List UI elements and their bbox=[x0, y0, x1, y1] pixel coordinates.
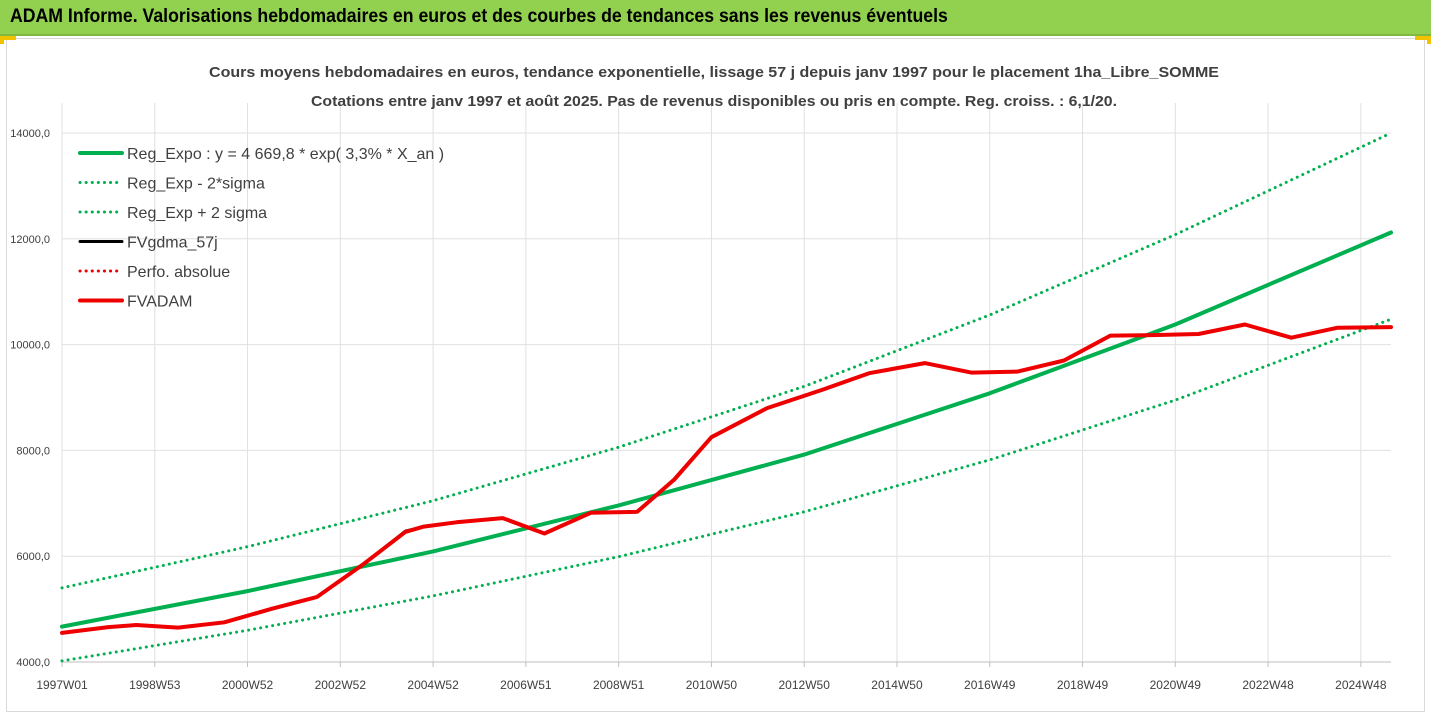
x-tick-label: 2000W52 bbox=[222, 678, 274, 692]
x-tick-label: 2010W50 bbox=[686, 678, 738, 692]
legend-label-3: FVgdma_57j bbox=[127, 235, 218, 252]
header-bar: ADAM Informe. Valorisations hebdomadaire… bbox=[0, 0, 1431, 36]
series-line-2 bbox=[60, 131, 1393, 590]
chart-title: Cours moyens hebdomadaires en euros, ten… bbox=[209, 64, 1219, 110]
chart-legend: Reg_Expo : y = 4 669,8 * exp( 3,3% * X_a… bbox=[78, 146, 444, 311]
legend-label-5: FVADAM bbox=[127, 294, 192, 311]
header-title: ADAM Informe. Valorisations hebdomadaire… bbox=[10, 6, 948, 27]
x-tick-label: 1998W53 bbox=[129, 678, 181, 692]
x-tick-label: 2016W49 bbox=[964, 678, 1016, 692]
x-tick-label: 2002W52 bbox=[315, 678, 367, 692]
y-tick-label: 4000,0 bbox=[16, 657, 50, 669]
x-tick-label: 2020W49 bbox=[1150, 678, 1202, 692]
frame-corner-top-left-v bbox=[0, 36, 4, 44]
legend-label-1: Reg_Exp - 2*sigma bbox=[127, 176, 265, 193]
legend-label-0: Reg_Expo : y = 4 669,8 * exp( 3,3% * X_a… bbox=[127, 146, 444, 163]
x-tick-label: 2008W51 bbox=[593, 678, 645, 692]
x-tick-label: 2022W48 bbox=[1242, 678, 1294, 692]
frame-corner-top-right-v bbox=[1427, 36, 1431, 44]
y-tick-label: 14000,0 bbox=[10, 128, 50, 140]
y-tick-label: 10000,0 bbox=[10, 340, 50, 352]
chart-title-line-2: Cotations entre janv 1997 et août 2025. … bbox=[311, 93, 1117, 110]
x-tick-label: 1997W01 bbox=[36, 678, 88, 692]
frame-corner-top-right bbox=[1415, 36, 1431, 40]
chart-tick-labels: 4000,0 6000,0 8000,0 10000,0 12000,0 14000,0 1… bbox=[10, 128, 1387, 692]
frame-corner-top-left bbox=[0, 36, 16, 40]
y-tick-label: 12000,0 bbox=[10, 234, 50, 246]
x-tick-label: 2024W48 bbox=[1335, 678, 1387, 692]
x-tick-label: 2014W50 bbox=[871, 678, 923, 692]
chart-series-group bbox=[60, 131, 1393, 663]
x-tick-label: 2018W49 bbox=[1057, 678, 1109, 692]
x-tick-label: 2012W50 bbox=[779, 678, 831, 692]
x-tick-label: 2004W52 bbox=[407, 678, 459, 692]
chart-title-line-1: Cours moyens hebdomadaires en euros, ten… bbox=[209, 64, 1219, 81]
y-tick-label: 8000,0 bbox=[16, 445, 50, 457]
legend-label-4: Perfo. absolue bbox=[127, 264, 230, 281]
series-line-1 bbox=[60, 317, 1393, 663]
chart-axes bbox=[61, 661, 1391, 667]
y-tick-label: 6000,0 bbox=[16, 551, 50, 563]
chart-frame bbox=[6, 38, 1425, 712]
x-tick-label: 2006W51 bbox=[500, 678, 552, 692]
legend-label-2: Reg_Exp + 2 sigma bbox=[127, 205, 267, 222]
series-line-5 bbox=[60, 322, 1393, 635]
